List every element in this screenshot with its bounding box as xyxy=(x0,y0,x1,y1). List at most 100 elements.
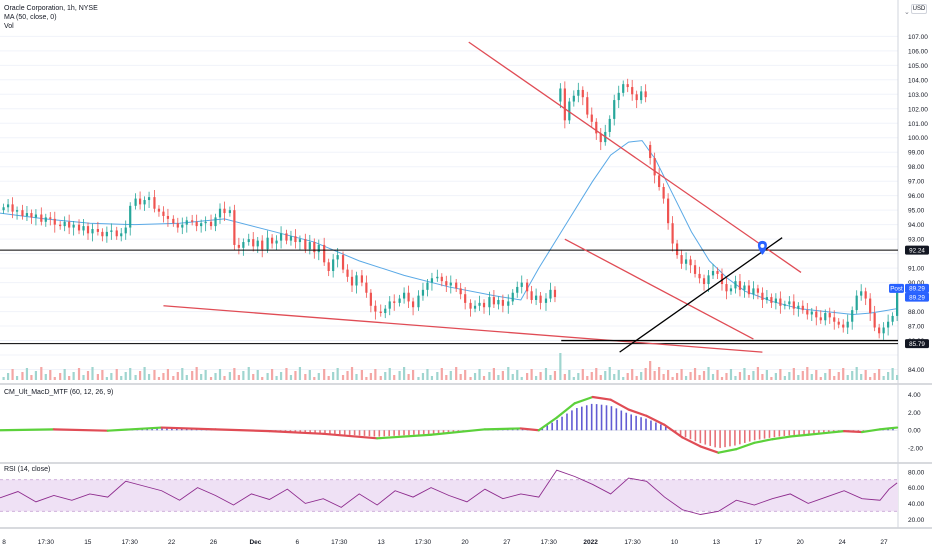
time-tick-label-18: 17 xyxy=(755,539,763,546)
macd-hist-bar xyxy=(403,430,405,436)
time-tick-label-6: Dec xyxy=(249,539,261,546)
ma-legend[interactable]: MA (50, close, 0) xyxy=(4,14,57,21)
rsi-tick-label-3: 20.00 xyxy=(908,517,925,524)
candle-body-27 xyxy=(129,205,132,228)
macd-line-segment-3 xyxy=(160,426,217,431)
macd-line-segment-29 xyxy=(860,428,882,434)
volume-bar-8 xyxy=(40,367,43,380)
price-tick-label-21: 105.00 xyxy=(908,63,928,70)
vol-legend[interactable]: Vol xyxy=(4,23,14,30)
volume-bar-180 xyxy=(837,372,840,380)
volume-bar-137 xyxy=(644,368,647,380)
volume-bar-166 xyxy=(774,373,777,380)
volume-bar-54 xyxy=(256,370,259,380)
volume-bar-134 xyxy=(631,369,634,380)
volume-bar-92 xyxy=(436,372,439,380)
candle-body-102 xyxy=(482,302,486,308)
volume-bar-122 xyxy=(577,373,580,380)
volume-bar-114 xyxy=(539,372,542,380)
candle-body-105 xyxy=(497,299,500,305)
macd-layer xyxy=(0,395,899,454)
volume-bar-111 xyxy=(526,373,529,380)
candle-body-177 xyxy=(824,313,827,321)
volume-bar-142 xyxy=(667,370,670,380)
macd-hist-bar xyxy=(679,430,682,435)
rsi-tick-label-0: 80.00 xyxy=(908,469,925,476)
macd-line-segment-1 xyxy=(52,428,109,432)
candle-body-48 xyxy=(228,210,231,214)
candle-body-160 xyxy=(747,285,751,295)
volume-bar-12 xyxy=(59,373,62,380)
volume-bar-127 xyxy=(599,375,602,380)
candle-body-23 xyxy=(110,230,113,232)
volume-bar-24 xyxy=(115,369,118,380)
time-tick-label-9: 13 xyxy=(378,539,386,546)
volume-bar-51 xyxy=(242,371,245,380)
volume-bar-103 xyxy=(488,372,491,380)
volume-bar-124 xyxy=(586,376,589,380)
macd-hist-bar xyxy=(783,430,786,436)
candle-body-124 xyxy=(586,97,589,115)
candle-body-118 xyxy=(559,88,562,102)
candle-body-190 xyxy=(882,327,885,334)
volume-bar-164 xyxy=(765,370,768,380)
candle-body-86 xyxy=(407,292,410,302)
candle-body-149 xyxy=(698,273,701,279)
candle-body-9 xyxy=(44,217,47,222)
rsi-layer xyxy=(0,469,898,515)
candle-body-21 xyxy=(101,231,104,237)
candle-body-17 xyxy=(82,226,85,231)
volume-bar-70 xyxy=(332,372,335,380)
candle-body-152 xyxy=(711,271,715,276)
volume-bar-97 xyxy=(459,374,462,380)
macd-hist-bar xyxy=(422,430,425,435)
volume-bar-85 xyxy=(403,367,406,380)
candles-layer xyxy=(2,78,899,340)
candle-body-84 xyxy=(398,298,401,303)
price-label-3: 89.29 xyxy=(909,294,925,301)
candle-body-98 xyxy=(464,294,467,303)
candle-body-132 xyxy=(622,84,625,93)
symbol-title[interactable]: Oracle Corporation, 1h, NYSE xyxy=(4,5,98,12)
macd-hist-bar xyxy=(289,430,292,432)
candle-body-158 xyxy=(738,281,742,290)
candle-body-95 xyxy=(449,282,452,286)
volume-bar-77 xyxy=(365,377,368,380)
price-tick-label-23: 107.00 xyxy=(908,34,928,41)
drawings-layer xyxy=(0,41,898,353)
volume-bar-41 xyxy=(195,367,198,380)
volume-bar-91 xyxy=(430,376,434,380)
currency-badge[interactable]: USD xyxy=(911,4,927,14)
volume-bar-147 xyxy=(689,372,692,380)
macd-hist-bar xyxy=(556,419,558,431)
macd-hist-bar xyxy=(581,406,583,431)
candle-body-151 xyxy=(707,275,710,285)
macd-hist-bar xyxy=(818,430,820,433)
macd-line-segment-18 xyxy=(663,423,684,439)
macd-hist-bar xyxy=(353,430,356,436)
rsi-legend[interactable]: RSI (14, close) xyxy=(4,466,51,473)
macd-hist-bar xyxy=(180,428,183,431)
volume-bar-46 xyxy=(218,369,222,380)
collapse-icon[interactable]: ⌄ xyxy=(904,9,910,16)
macd-legend[interactable]: CM_Ult_MacD_MTF (60, 12, 26, 9) xyxy=(4,389,114,396)
candle-body-80 xyxy=(379,311,382,314)
volume-bar-66 xyxy=(313,377,316,380)
volume-bar-149 xyxy=(698,375,701,380)
candle-body-138 xyxy=(649,144,652,159)
candle-body-189 xyxy=(878,327,881,334)
time-tick-label-13: 17:30 xyxy=(541,539,558,546)
candle-body-145 xyxy=(680,255,683,264)
macd-hist-bar xyxy=(398,430,400,436)
candle-body-129 xyxy=(608,118,611,132)
volume-bar-144 xyxy=(675,373,679,380)
candle-body-185 xyxy=(860,291,863,296)
macd-hist-bar xyxy=(294,430,297,433)
macd-hist-bar xyxy=(699,430,702,444)
candle-body-173 xyxy=(806,310,809,315)
macd-hist-bar xyxy=(704,430,707,445)
candle-body-165 xyxy=(770,297,773,303)
macd-hist-bar xyxy=(171,428,173,431)
candle-body-157 xyxy=(734,281,737,289)
